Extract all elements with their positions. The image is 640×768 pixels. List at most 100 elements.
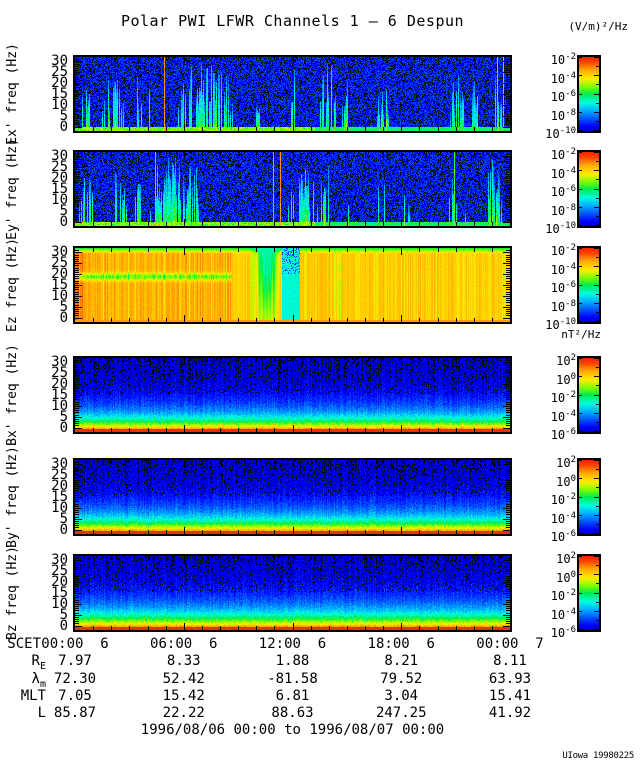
ephemeris-value: 79.52 [380,670,423,687]
ephemeris-value: -81.58 [267,670,318,687]
y-tick-label: 20 [51,478,68,495]
y-tick-label: 25 [51,563,68,580]
y-tick-label: 0 [59,617,68,634]
ephemeris-value: 22.22 [162,705,205,722]
ephemeris-value: 72.30 [53,670,97,687]
colorbar-ey-gradient [579,152,599,226]
ephemeris-value: 7.05 [58,687,92,704]
colorbar-tick-label: 10-6 [550,529,576,544]
panel-ey-spectrogram [75,152,510,226]
y-tick-label: 25 [51,255,68,272]
ephemeris-value: 15.42 [162,687,205,704]
ephemeris-row-label-r: RE [31,653,46,673]
x-axis-tick-label: 18:00 6 [367,636,435,652]
y-tick-label: 15 [51,489,68,505]
colorbar-tick-label: 10-6 [550,427,576,442]
colorbar-bz [577,554,601,632]
ephemeris-value: 7.97 [58,653,92,670]
colorbar-tick-label: 10-8 [550,107,576,123]
y-tick-label: 5 [59,606,68,623]
x-axis-tick-label: 12:00 6 [258,636,327,652]
colorbar-tick-label: 102 [556,353,576,368]
colorbar-bz-gradient [579,556,599,630]
colorbar-tick-label: 10-8 [550,298,576,314]
b-colorbar-unit-label: nT²/Hz [561,328,601,341]
y-tick-label: 30 [51,456,68,473]
y-tick-label: 30 [51,244,68,261]
ephemeris-value: 63.93 [488,670,532,687]
colorbar-tick-label: 10-4 [550,606,576,622]
colorbar-bx [577,356,601,434]
ephemeris-value: 8.21 [384,653,419,670]
colorbar-tick-label: 10-6 [550,184,576,199]
y-tick-label: 30 [51,354,68,371]
ephemeris-value: 3.04 [384,687,419,704]
colorbar-tick-label: 10-2 [550,588,576,603]
y-tick-label: 30 [51,148,68,165]
y-tick-label: 0 [59,419,68,436]
y-tick-label: 20 [51,170,68,187]
colorbar-tick-label: 10-2 [550,492,576,507]
ephemeris-value: 52.42 [162,670,205,687]
y-tick-label: 5 [59,298,68,315]
colorbar-tick-label: 10-4 [550,261,576,277]
y-tick-label: 25 [51,467,68,484]
y-tick-label: 15 [51,585,68,601]
y-tick-label: 15 [51,181,68,197]
y-tick-label: 10 [51,397,68,414]
panel-bz [73,554,512,632]
y-tick-label: 20 [51,574,68,591]
colorbar-tick-label: 10-8 [550,202,576,218]
y-tick-label: 0 [59,309,68,326]
colorbar-bx-gradient [579,358,599,432]
y-tick-label: 10 [51,191,68,208]
x-axis-tick-label: 00:00 6 [41,636,109,652]
colorbar-tick-label: 10-4 [550,70,576,86]
ephemeris-value: 1.88 [275,653,310,670]
panel-by [73,458,512,536]
colorbar-tick-label: 10-10 [545,221,576,236]
y-tick-label: 5 [59,107,68,124]
colorbar-tick-label: 100 [556,569,576,585]
y-tick-label: 15 [51,277,68,293]
panel-ez [73,246,512,324]
colorbar-tick-label: 10-10 [545,126,576,141]
y-tick-label: 0 [59,521,68,538]
y-tick-label: 5 [59,510,68,527]
y-tick-label: 10 [51,595,68,612]
credit-label: UIowa 19980225 [562,751,634,761]
colorbar-ey [577,150,601,228]
panel-ex [73,55,512,133]
colorbar-tick-label: 10-2 [550,147,576,162]
ephemeris-row-label-scet: SCET [7,636,41,652]
colorbar-tick-label: 100 [556,473,576,489]
y-tick-label: 15 [51,86,68,102]
ephemeris-value: 85.87 [53,705,97,722]
y-tick-label: 15 [51,387,68,403]
colorbar-tick-label: 10-2 [550,52,576,67]
x-axis-tick-label: 00:00 7 [476,636,544,652]
y-tick-label: 20 [51,75,68,92]
figure-title: Polar PWI LFWR Channels 1 — 6 Despun [120,12,465,30]
colorbar-ex [577,55,601,133]
colorbar-tick-label: 10-2 [550,390,576,405]
colorbar-ez-gradient [579,248,599,322]
colorbar-by-gradient [579,460,599,534]
y-tick-label: 5 [59,408,68,425]
panel-ex-spectrogram [75,57,510,131]
y-tick-label: 25 [51,159,68,176]
panel-bx-spectrogram [75,358,510,432]
colorbar-tick-label: 10-10 [545,317,576,332]
ephemeris-value: 88.63 [271,705,314,722]
colorbar-tick-label: 100 [556,371,576,387]
ephemeris-value: 8.33 [166,653,201,670]
colorbar-tick-label: 10-6 [550,625,576,640]
panel-bx [73,356,512,434]
ephemeris-row-label-l: L [37,705,46,722]
y-tick-label: 30 [51,53,68,70]
y-tick-label: 0 [59,118,68,135]
panel-by-spectrogram [75,460,510,534]
y-tick-label: 30 [51,552,68,569]
y-tick-label: 10 [51,287,68,304]
e-colorbar-unit-label: (V/m)²/Hz [568,20,628,33]
